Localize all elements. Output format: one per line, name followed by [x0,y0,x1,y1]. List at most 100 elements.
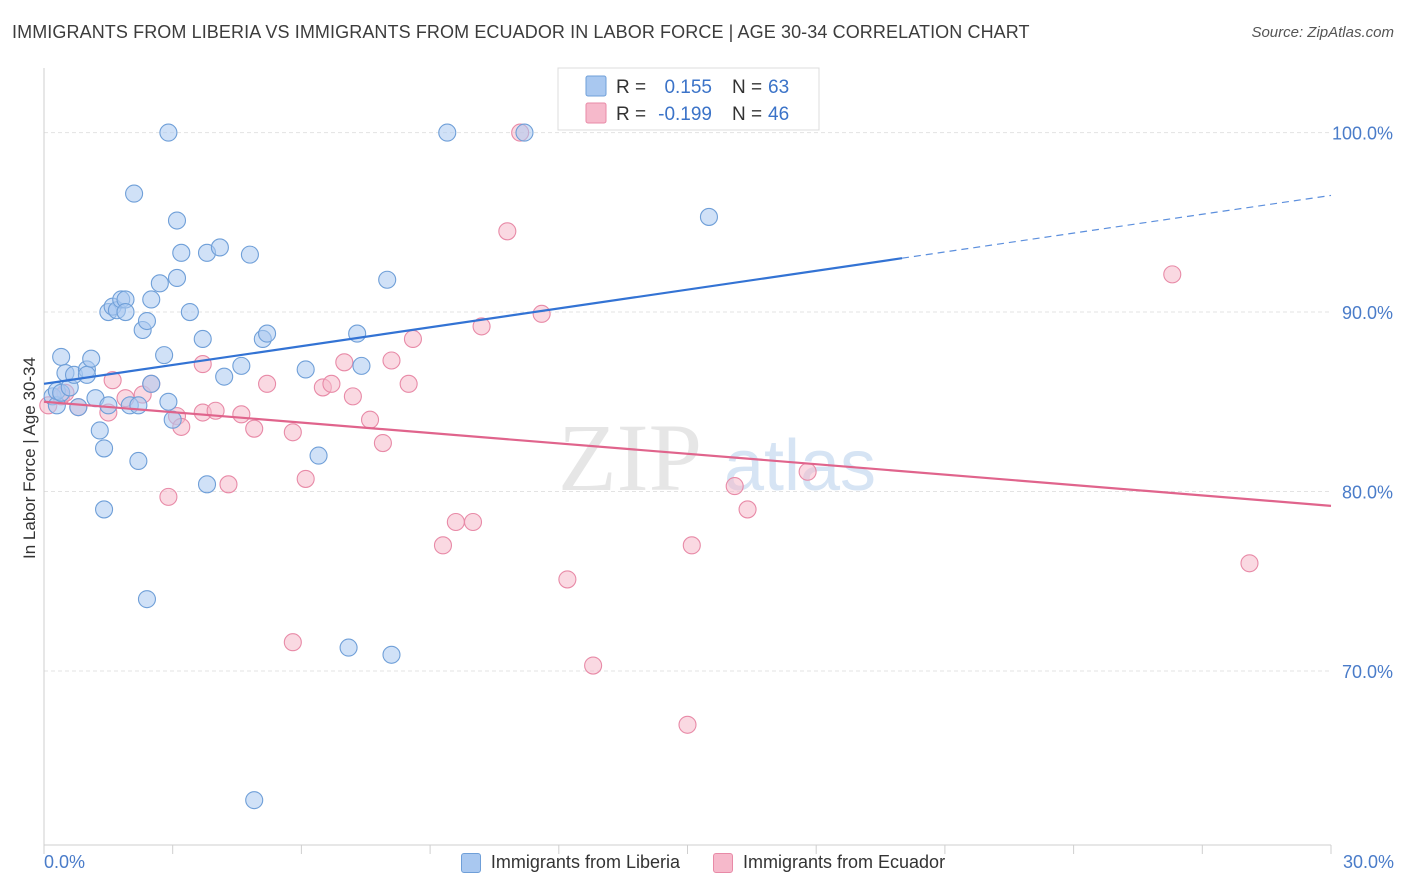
point-ecuador [1240,554,1259,573]
y-tick-label: 80.0% [1342,482,1393,502]
point-liberia [82,349,101,368]
gridlines [44,132,1331,672]
point-liberia [699,207,719,226]
legend-item-ecuador[interactable]: Immigrants from Ecuador [713,852,945,873]
point-liberia [52,347,71,366]
point-ecuador [103,371,122,390]
point-liberia [159,123,178,142]
point-liberia [180,302,199,322]
legend-r-value-liberia: 0.155 [664,77,712,98]
point-liberia [210,238,229,257]
point-liberia [245,791,264,810]
point-liberia [193,329,212,349]
point-ecuador [335,353,354,372]
point-liberia [352,356,371,375]
point-ecuador [678,715,697,734]
point-liberia [232,356,251,375]
point-ecuador [360,410,380,429]
point-liberia [167,211,187,230]
x-tick-label-min: 0.0% [44,852,86,872]
legend-marker-ecuador [713,852,733,873]
source-credit: Source: ZipAtlas.com [1251,24,1394,41]
point-liberia [129,396,148,415]
point-liberia [77,365,96,384]
y-tick-label: 70.0% [1342,662,1393,682]
trend-line-liberia [43,257,903,385]
point-liberia [137,311,157,331]
legend-r-label-liberia: R = [616,77,646,98]
legend-r-label-ecuador: R = [616,104,646,125]
point-ecuador [373,433,392,453]
x-tick-label-max: 30.0% [1342,852,1394,872]
point-ecuador [472,317,491,336]
trend-lines [43,194,1332,507]
trend-line-ecuador [43,400,1332,507]
point-ecuador [446,512,465,532]
point-ecuador [399,374,418,393]
legend-n-value-ecuador: 46 [768,104,789,125]
point-liberia [95,500,114,519]
point-ecuador [584,656,603,675]
point-ecuador [463,512,483,532]
point-liberia [172,243,191,262]
point-liberia [382,645,401,664]
point-liberia [142,374,161,393]
point-ecuador [682,536,701,555]
point-ecuador [193,355,212,374]
point-ecuador [296,469,315,488]
point-liberia [116,302,135,322]
point-liberia [137,590,157,609]
point-liberia [515,123,534,142]
trend-line-liberia-extension [901,194,1332,259]
point-liberia [215,367,234,386]
watermark-atlas: atlas [724,426,876,506]
point-liberia [378,270,397,289]
point-ecuador [725,477,744,496]
point-liberia [296,360,315,379]
point-ecuador [532,304,551,323]
series-legend: Immigrants from Liberia Immigrants from … [0,852,1406,878]
point-ecuador [283,423,302,442]
point-ecuador [738,500,757,519]
point-liberia [167,268,187,288]
legend-item-liberia[interactable]: Immigrants from Liberia [460,852,680,873]
point-liberia [129,451,148,471]
point-liberia [438,123,457,142]
point-ecuador [1163,265,1182,284]
y-tick-label: 100.0% [1332,124,1393,144]
stats-legend: R = 0.155 N = 63 R = -0.199 N = 46 [557,67,820,131]
point-liberia [99,396,118,415]
point-liberia [309,446,328,465]
legend-swatch-liberia [585,75,607,97]
legend-n-value-liberia: 63 [768,77,789,98]
point-ecuador [403,329,422,349]
point-ecuador [433,536,453,555]
point-ecuador [159,487,178,506]
chart-title: IMMIGRANTS FROM LIBERIA VS IMMIGRANTS FR… [12,22,1030,42]
watermark-zip: ZIP [558,404,702,511]
legend-n-label-liberia: N = [732,77,762,98]
legend-r-value-ecuador: -0.199 [658,104,712,125]
legend-n-label-ecuador: N = [732,104,762,125]
legend-label-liberia: Immigrants from Liberia [490,852,680,872]
legend-label-ecuador: Immigrants from Ecuador [743,852,946,872]
watermark: ZIP atlas [558,404,876,511]
legend-swatch-ecuador [585,102,607,124]
legend-marker-liberia [460,852,481,873]
point-liberia [155,346,174,365]
point-ecuador [245,419,264,438]
point-ecuador [258,374,277,393]
point-ecuador [219,475,238,494]
point-liberia [240,245,259,264]
point-liberia [125,184,144,203]
point-liberia [90,421,109,440]
point-ecuador [558,570,577,589]
point-liberia [197,475,217,494]
point-ecuador [343,387,362,406]
point-liberia [142,290,161,309]
point-ecuador [322,374,341,393]
point-liberia [159,392,178,411]
point-ecuador [382,351,401,370]
point-liberia [95,439,114,458]
point-liberia [150,274,169,293]
